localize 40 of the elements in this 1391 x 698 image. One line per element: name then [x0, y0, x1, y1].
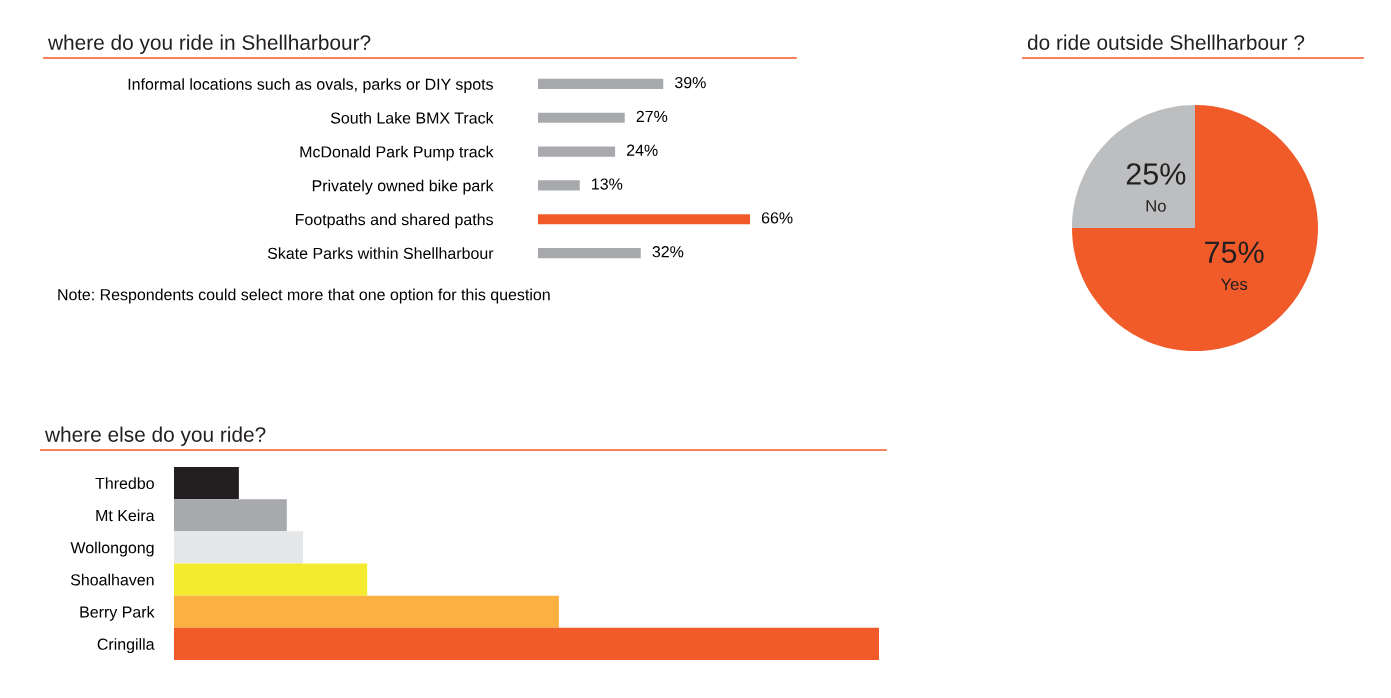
- data-label: 27%: [636, 110, 668, 122]
- bar: [538, 248, 641, 259]
- bar: [538, 112, 625, 123]
- y-tick-label: Mt Keira: [96, 509, 155, 522]
- data-label: 24%: [627, 144, 658, 156]
- slice-label: Yes: [1220, 278, 1248, 291]
- y-tick-label: Skate Parks within Shellharbour: [267, 247, 494, 260]
- y-tick-label: Privately owned bike park: [312, 179, 494, 195]
- bar: [174, 563, 368, 596]
- pie-slice: [1072, 105, 1195, 228]
- bar: [538, 180, 580, 191]
- y-tick-label: McDonald Park Pump track: [300, 145, 494, 161]
- data-label: 75%: [1205, 241, 1264, 264]
- y-tick-label: Berry Park: [80, 605, 155, 621]
- data-label: 32%: [652, 246, 684, 258]
- pie-slice: [1072, 105, 1318, 351]
- data-label: 66%: [761, 212, 793, 224]
- bar: [174, 499, 287, 532]
- data-label: 39%: [674, 76, 706, 89]
- chart-title: where else do you ride?: [44, 426, 266, 446]
- y-tick-label: Wollongong: [70, 541, 154, 557]
- bar: [538, 78, 664, 89]
- y-tick-label: Cringilla: [97, 638, 155, 654]
- text: where do you ride in Shellharbour?: [47, 34, 371, 54]
- data-label: 13%: [592, 178, 623, 190]
- chart-title: do ride outside Shellharbour ?: [1027, 34, 1305, 50]
- y-tick-label: Shoalhaven: [70, 573, 154, 586]
- bar: [538, 146, 616, 157]
- data-label: 25%: [1126, 163, 1186, 185]
- bar: [174, 627, 879, 660]
- y-tick-label: South Lake BMX Track: [330, 111, 494, 124]
- y-tick-label: Thredbo: [95, 477, 154, 490]
- text: Note: Respondents could select more that one option for this question: [58, 288, 550, 304]
- bar: [174, 531, 304, 564]
- y-tick-label: Informal locations such as ovals, parks or DIY spots: [128, 78, 493, 94]
- bar: [174, 467, 239, 500]
- bar: [174, 595, 559, 628]
- bar: [538, 214, 750, 225]
- y-tick-label: Footpaths and shared paths: [295, 213, 493, 229]
- slice-label: No: [1146, 200, 1166, 212]
